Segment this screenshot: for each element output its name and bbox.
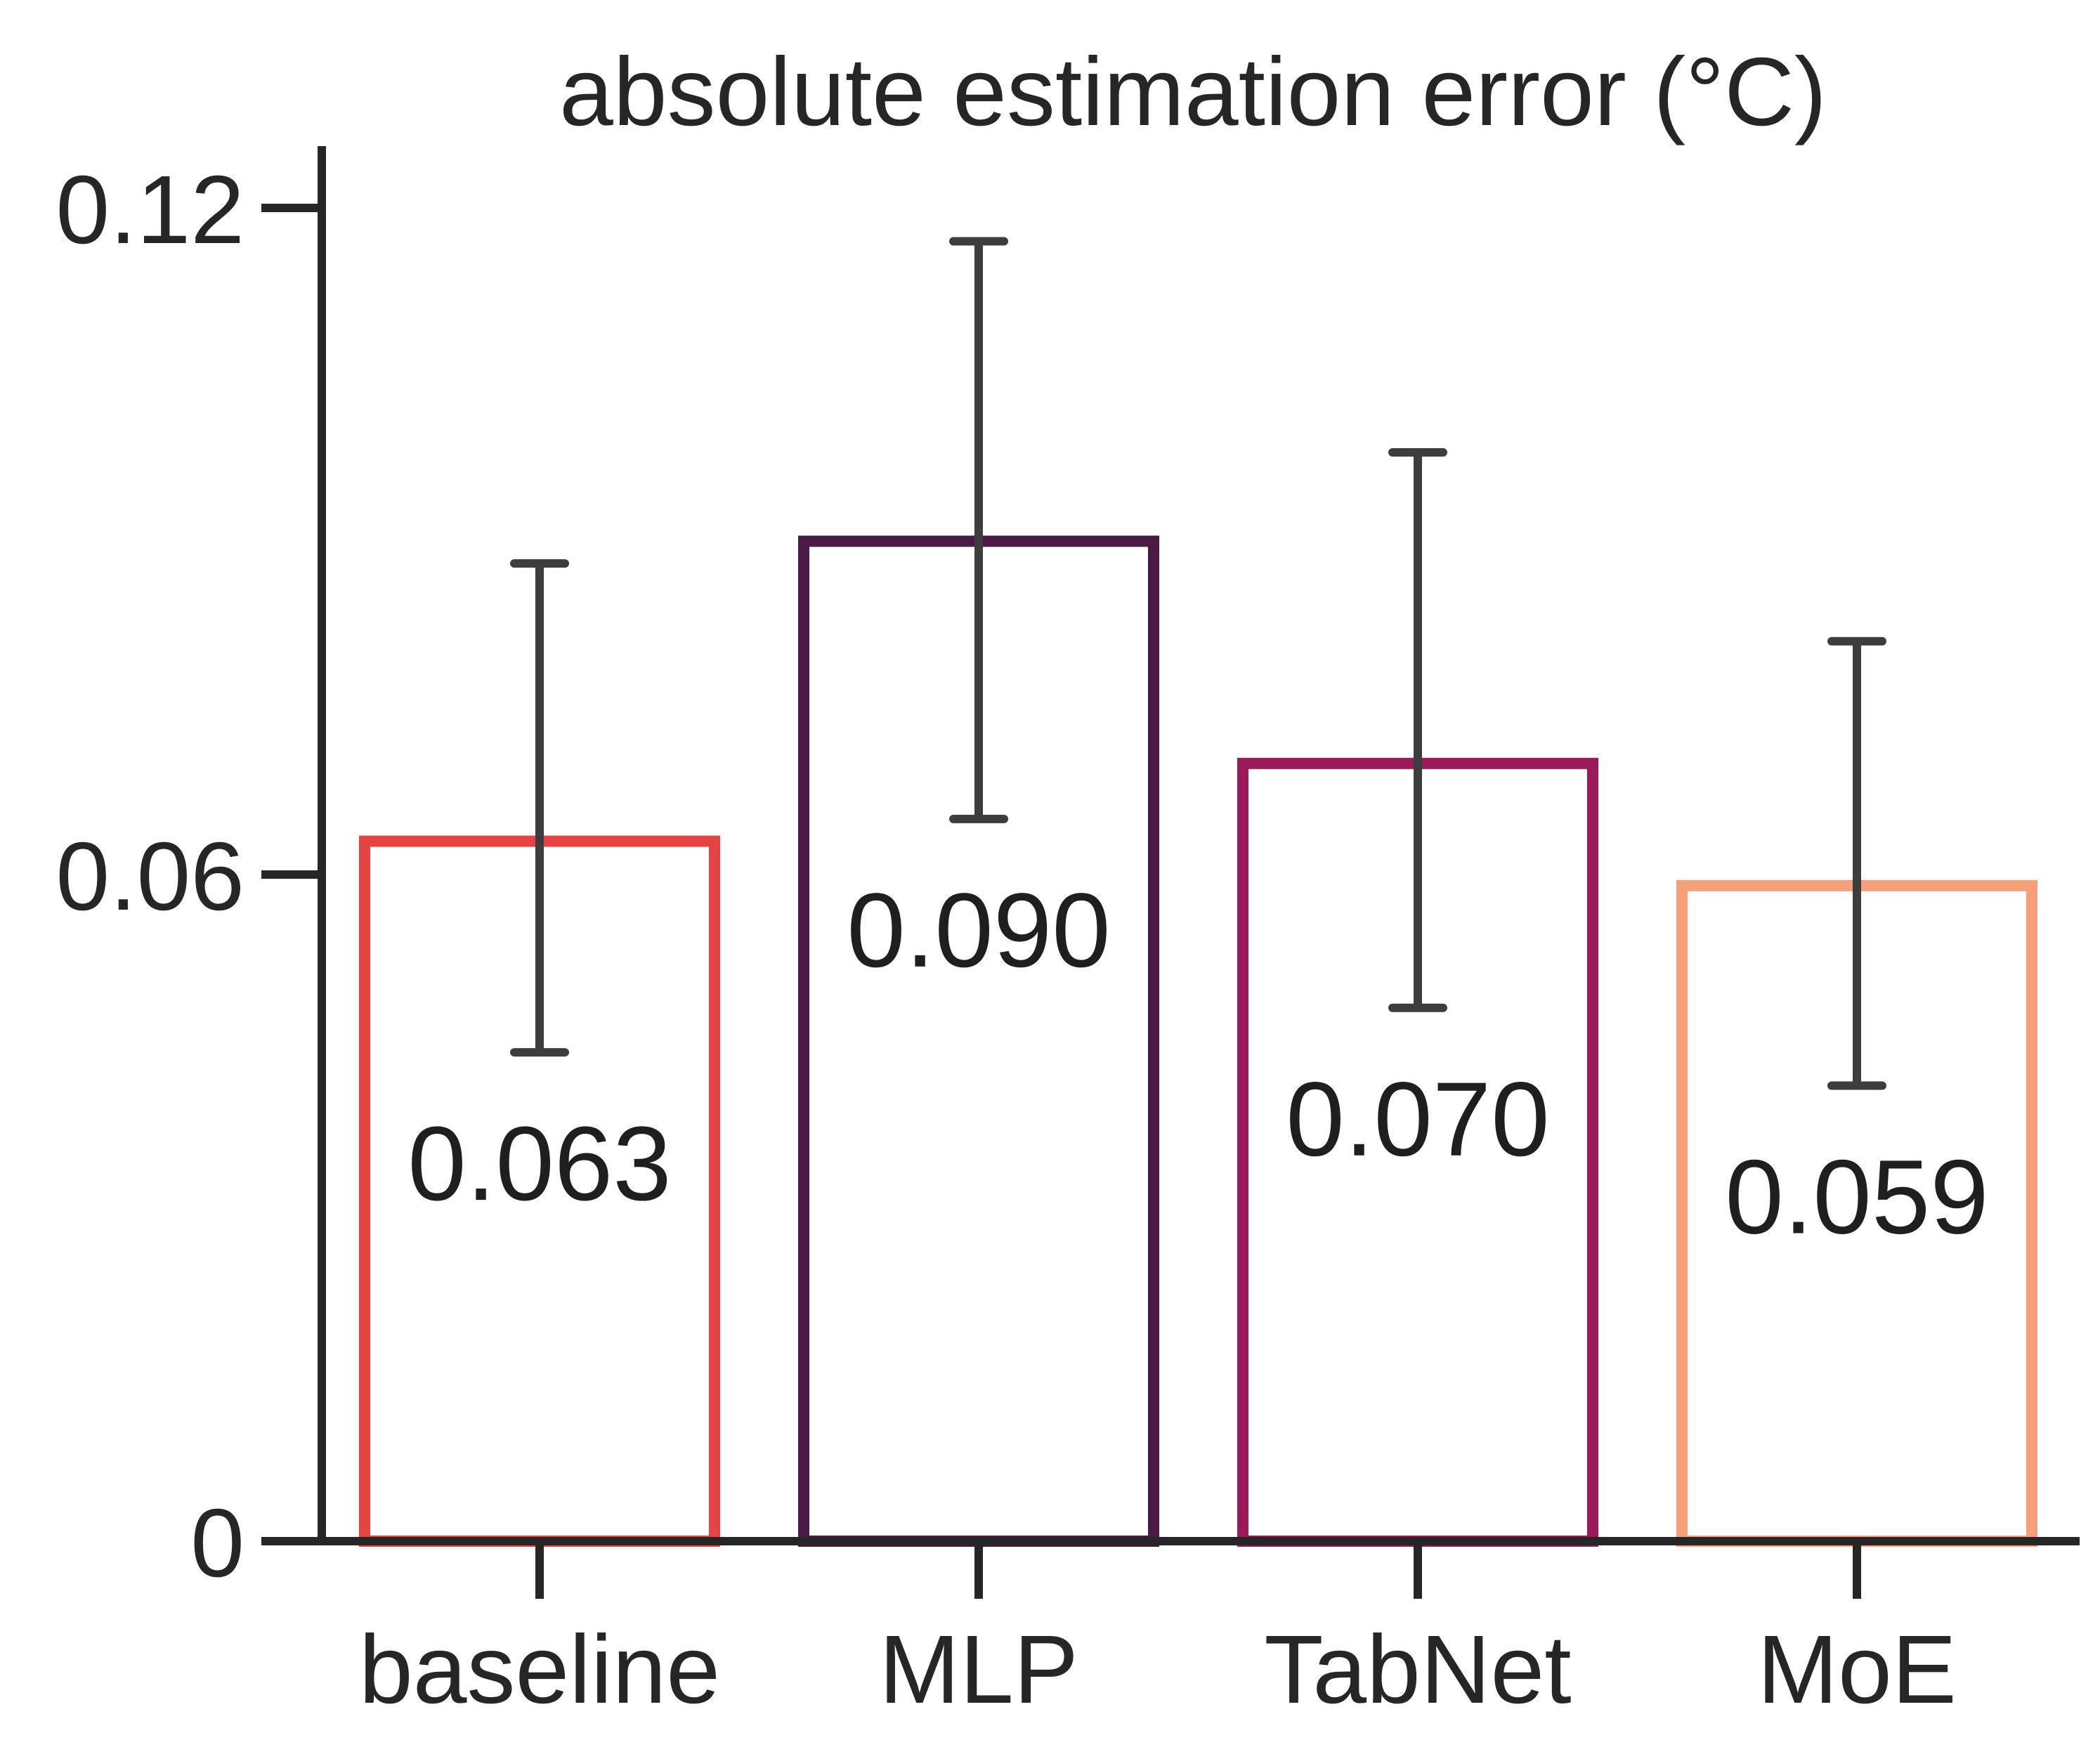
y-tick-label-1: 0.06 (56, 823, 244, 931)
value-labels-layer: 0.063 0.090 0.070 0.059 (407, 871, 1988, 1256)
error-bars-layer (510, 237, 1886, 1090)
x-tick-label-tabnet: TabNet (1264, 1616, 1571, 1724)
chart-title: absolute estimation error (°C) (559, 38, 1827, 146)
x-tick-label-mlp: MLP (879, 1616, 1078, 1724)
value-label-tabnet: 0.070 (1286, 1060, 1549, 1178)
x-tick-label-baseline: baseline (359, 1616, 720, 1724)
value-label-baseline: 0.063 (407, 1104, 671, 1222)
x-tick-label-moe: MoE (1757, 1616, 1957, 1724)
axes-layer: baseline MLP TabNet MoE 0 0.06 0.12 (56, 146, 2080, 1724)
value-label-moe: 0.059 (1725, 1138, 1988, 1256)
bars-layer (359, 535, 2037, 1548)
y-tick-label-0: 0 (190, 1489, 244, 1597)
value-label-mlp: 0.090 (847, 871, 1110, 989)
y-tick-label-2: 0.12 (56, 156, 244, 264)
